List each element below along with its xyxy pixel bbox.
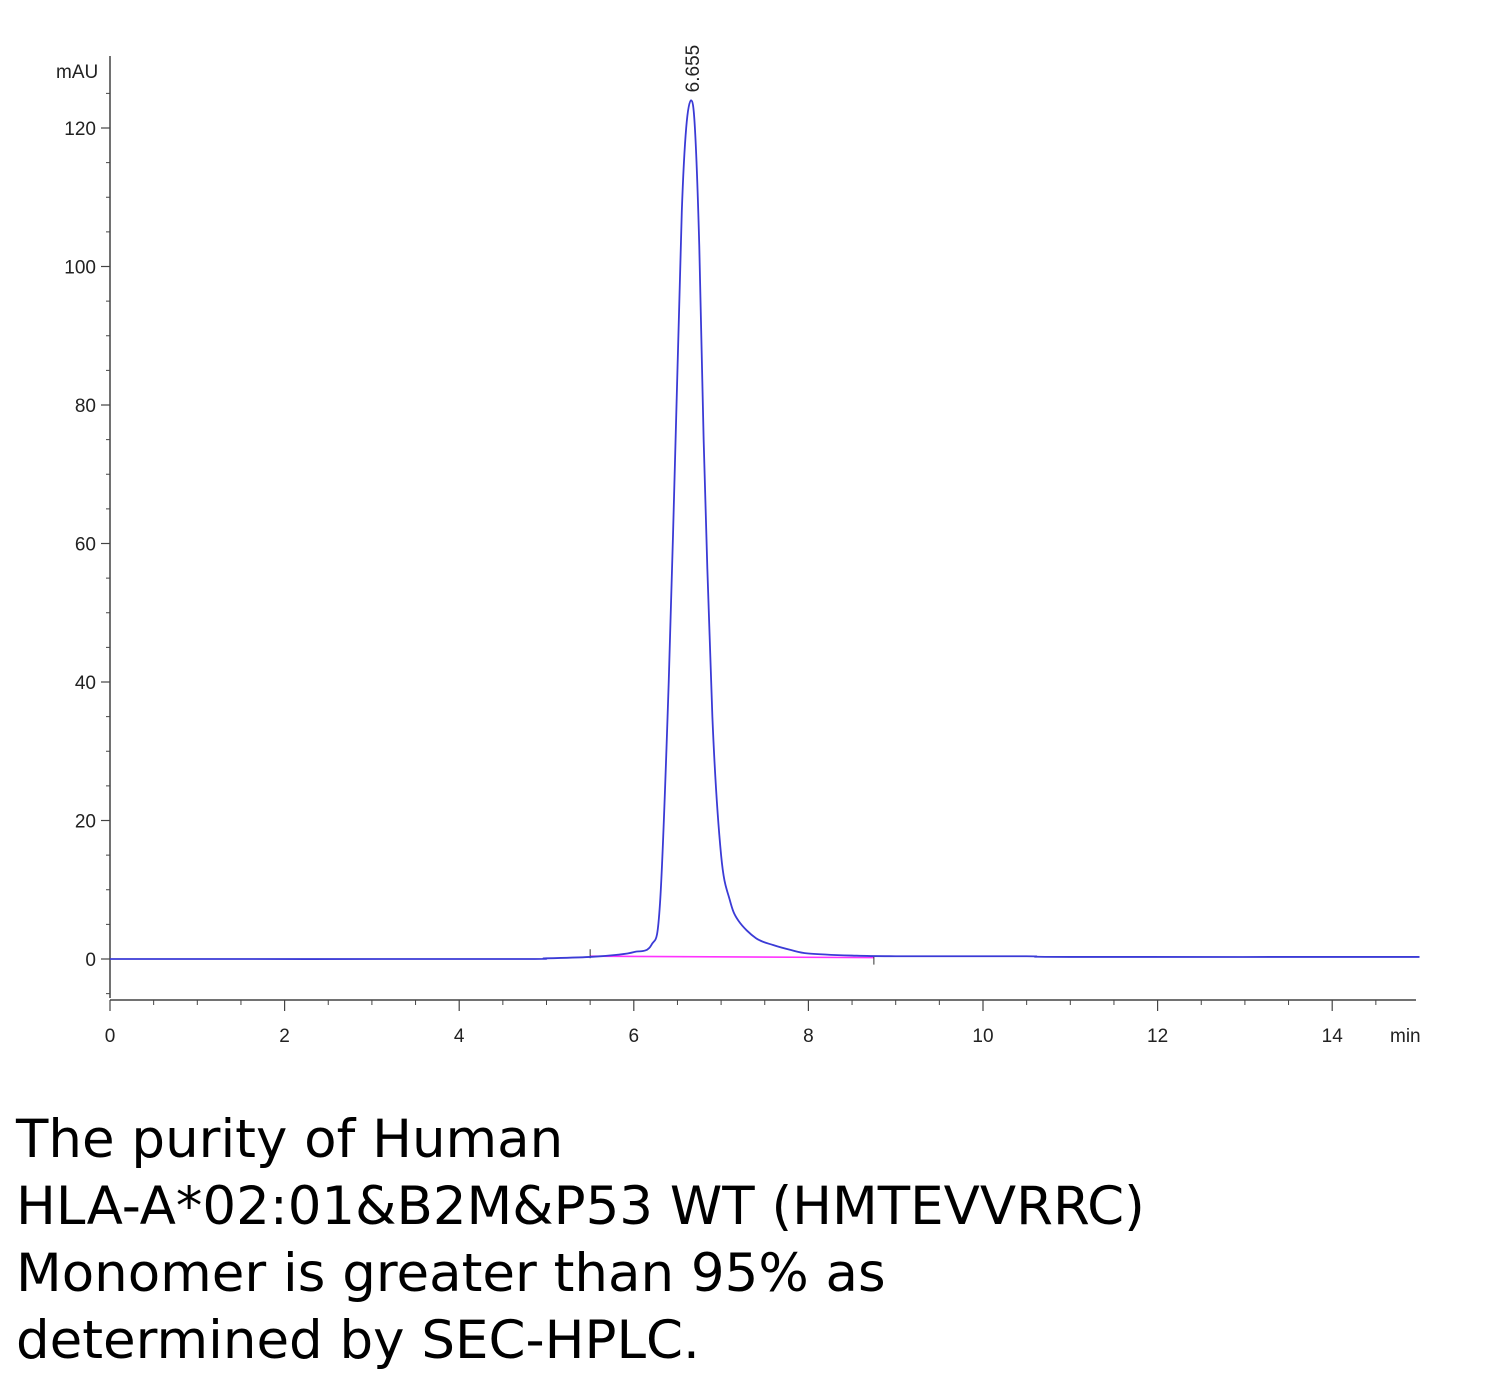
peak-retention-label: 6.655 [683, 45, 704, 93]
x-unit-label: min [1390, 1026, 1421, 1047]
caption: The purity of Human HLA-A*02:01&B2M&P53 … [16, 1106, 1476, 1374]
x-tick-label: 6 [629, 1026, 640, 1047]
x-axis: 0 2 4 6 8 10 12 14 min [105, 999, 1421, 1047]
y-tick-label: 0 [85, 950, 96, 971]
x-tick-label: 10 [972, 1026, 993, 1047]
chromatogram-chart: 0 20 40 60 80 100 120 mAU 0 2 4 6 8 10 12 14 min 6.655 [56, 45, 1421, 1047]
caption-line-2: HLA-A*02:01&B2M&P53 WT (HMTEVVRRC) [16, 1176, 1145, 1237]
plot-area: 6.655 [109, 45, 1420, 965]
x-tick-label: 8 [803, 1026, 814, 1047]
y-tick-label: 120 [64, 119, 96, 140]
y-tick-label: 40 [75, 673, 96, 694]
caption-line-1: The purity of Human [16, 1109, 564, 1170]
x-tick-label: 0 [105, 1026, 116, 1047]
x-tick-label: 14 [1322, 1026, 1344, 1047]
y-tick-label: 20 [75, 812, 96, 833]
y-axis: 0 20 40 60 80 100 120 mAU [56, 56, 111, 998]
x-tick-label: 2 [279, 1026, 290, 1047]
x-tick-label: 12 [1147, 1026, 1168, 1047]
caption-line-3: Monomer is greater than 95% as [16, 1243, 886, 1304]
chromatogram-trace [109, 99, 1420, 960]
y-tick-label: 80 [75, 396, 96, 417]
y-unit-label: mAU [56, 62, 98, 83]
caption-line-4: determined by SEC-HPLC. [16, 1310, 700, 1371]
y-tick-label: 60 [75, 535, 96, 556]
integration-baseline [590, 955, 874, 959]
y-tick-label: 100 [64, 258, 96, 279]
x-tick-label: 4 [454, 1026, 465, 1047]
